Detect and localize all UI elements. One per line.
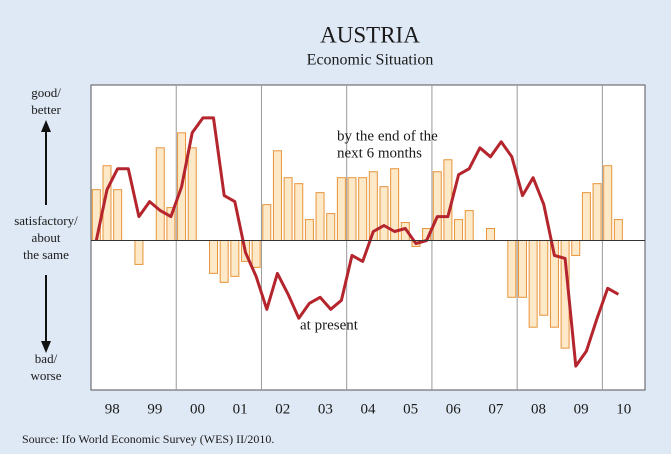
bar [571, 239, 581, 256]
bar [603, 165, 613, 241]
bar [539, 239, 549, 316]
x-tick-label: 01 [233, 401, 248, 417]
bar [294, 183, 304, 241]
bar [464, 210, 474, 241]
x-tick-label: 02 [275, 401, 290, 417]
bar [315, 192, 325, 241]
bar [113, 189, 123, 241]
y-label: about [32, 230, 61, 245]
x-tick-label: 98 [105, 401, 120, 417]
bar [326, 213, 336, 241]
bar [134, 239, 144, 265]
chart-title: AUSTRIA [320, 22, 420, 47]
arrow-down-head [41, 341, 51, 353]
line [94, 116, 620, 368]
y-label: good/ [31, 85, 61, 100]
source: Source: Ifo World Economic Survey (WES) … [22, 432, 274, 446]
bar [262, 204, 272, 241]
x-tick-label: 06 [446, 401, 462, 417]
y-label: worse [30, 368, 61, 383]
annotation: next 6 months [337, 145, 422, 161]
bar [187, 147, 197, 241]
arrow-up-head [41, 120, 51, 132]
bar [283, 177, 293, 241]
x-tick-label: 99 [147, 401, 162, 417]
bar [209, 239, 219, 274]
bar [507, 239, 517, 298]
y-label: the same [23, 247, 69, 262]
x-tick-label: 08 [531, 401, 546, 417]
bar [581, 192, 591, 241]
x-tick-label: 10 [616, 401, 631, 417]
x-tick-label: 07 [488, 401, 504, 417]
x-tick-label: 05 [403, 401, 418, 417]
bar [230, 239, 240, 277]
bar [432, 171, 442, 241]
bar [379, 186, 389, 241]
bar [528, 239, 538, 328]
bar [251, 239, 261, 268]
bar [304, 219, 314, 241]
bar [336, 177, 346, 241]
x-tick-label: 03 [318, 401, 333, 417]
bar [454, 219, 464, 241]
bar [358, 177, 368, 241]
x-tick-label: 00 [190, 401, 205, 417]
bar [613, 219, 623, 241]
bar [272, 150, 282, 241]
bar [592, 183, 602, 241]
annotation: by the end of the [337, 128, 438, 144]
y-label: better [31, 102, 61, 117]
annotation: at present [300, 317, 359, 333]
bar [347, 177, 357, 241]
y-label: satisfactory/ [14, 213, 78, 228]
bar [486, 228, 496, 241]
y-label: bad/ [35, 351, 58, 366]
bar [219, 239, 229, 283]
bar [517, 239, 527, 298]
x-tick-label: 09 [574, 401, 589, 417]
x-tick-label: 04 [361, 401, 377, 417]
bar [155, 147, 165, 241]
chart-subtitle: Economic Situation [307, 52, 434, 69]
